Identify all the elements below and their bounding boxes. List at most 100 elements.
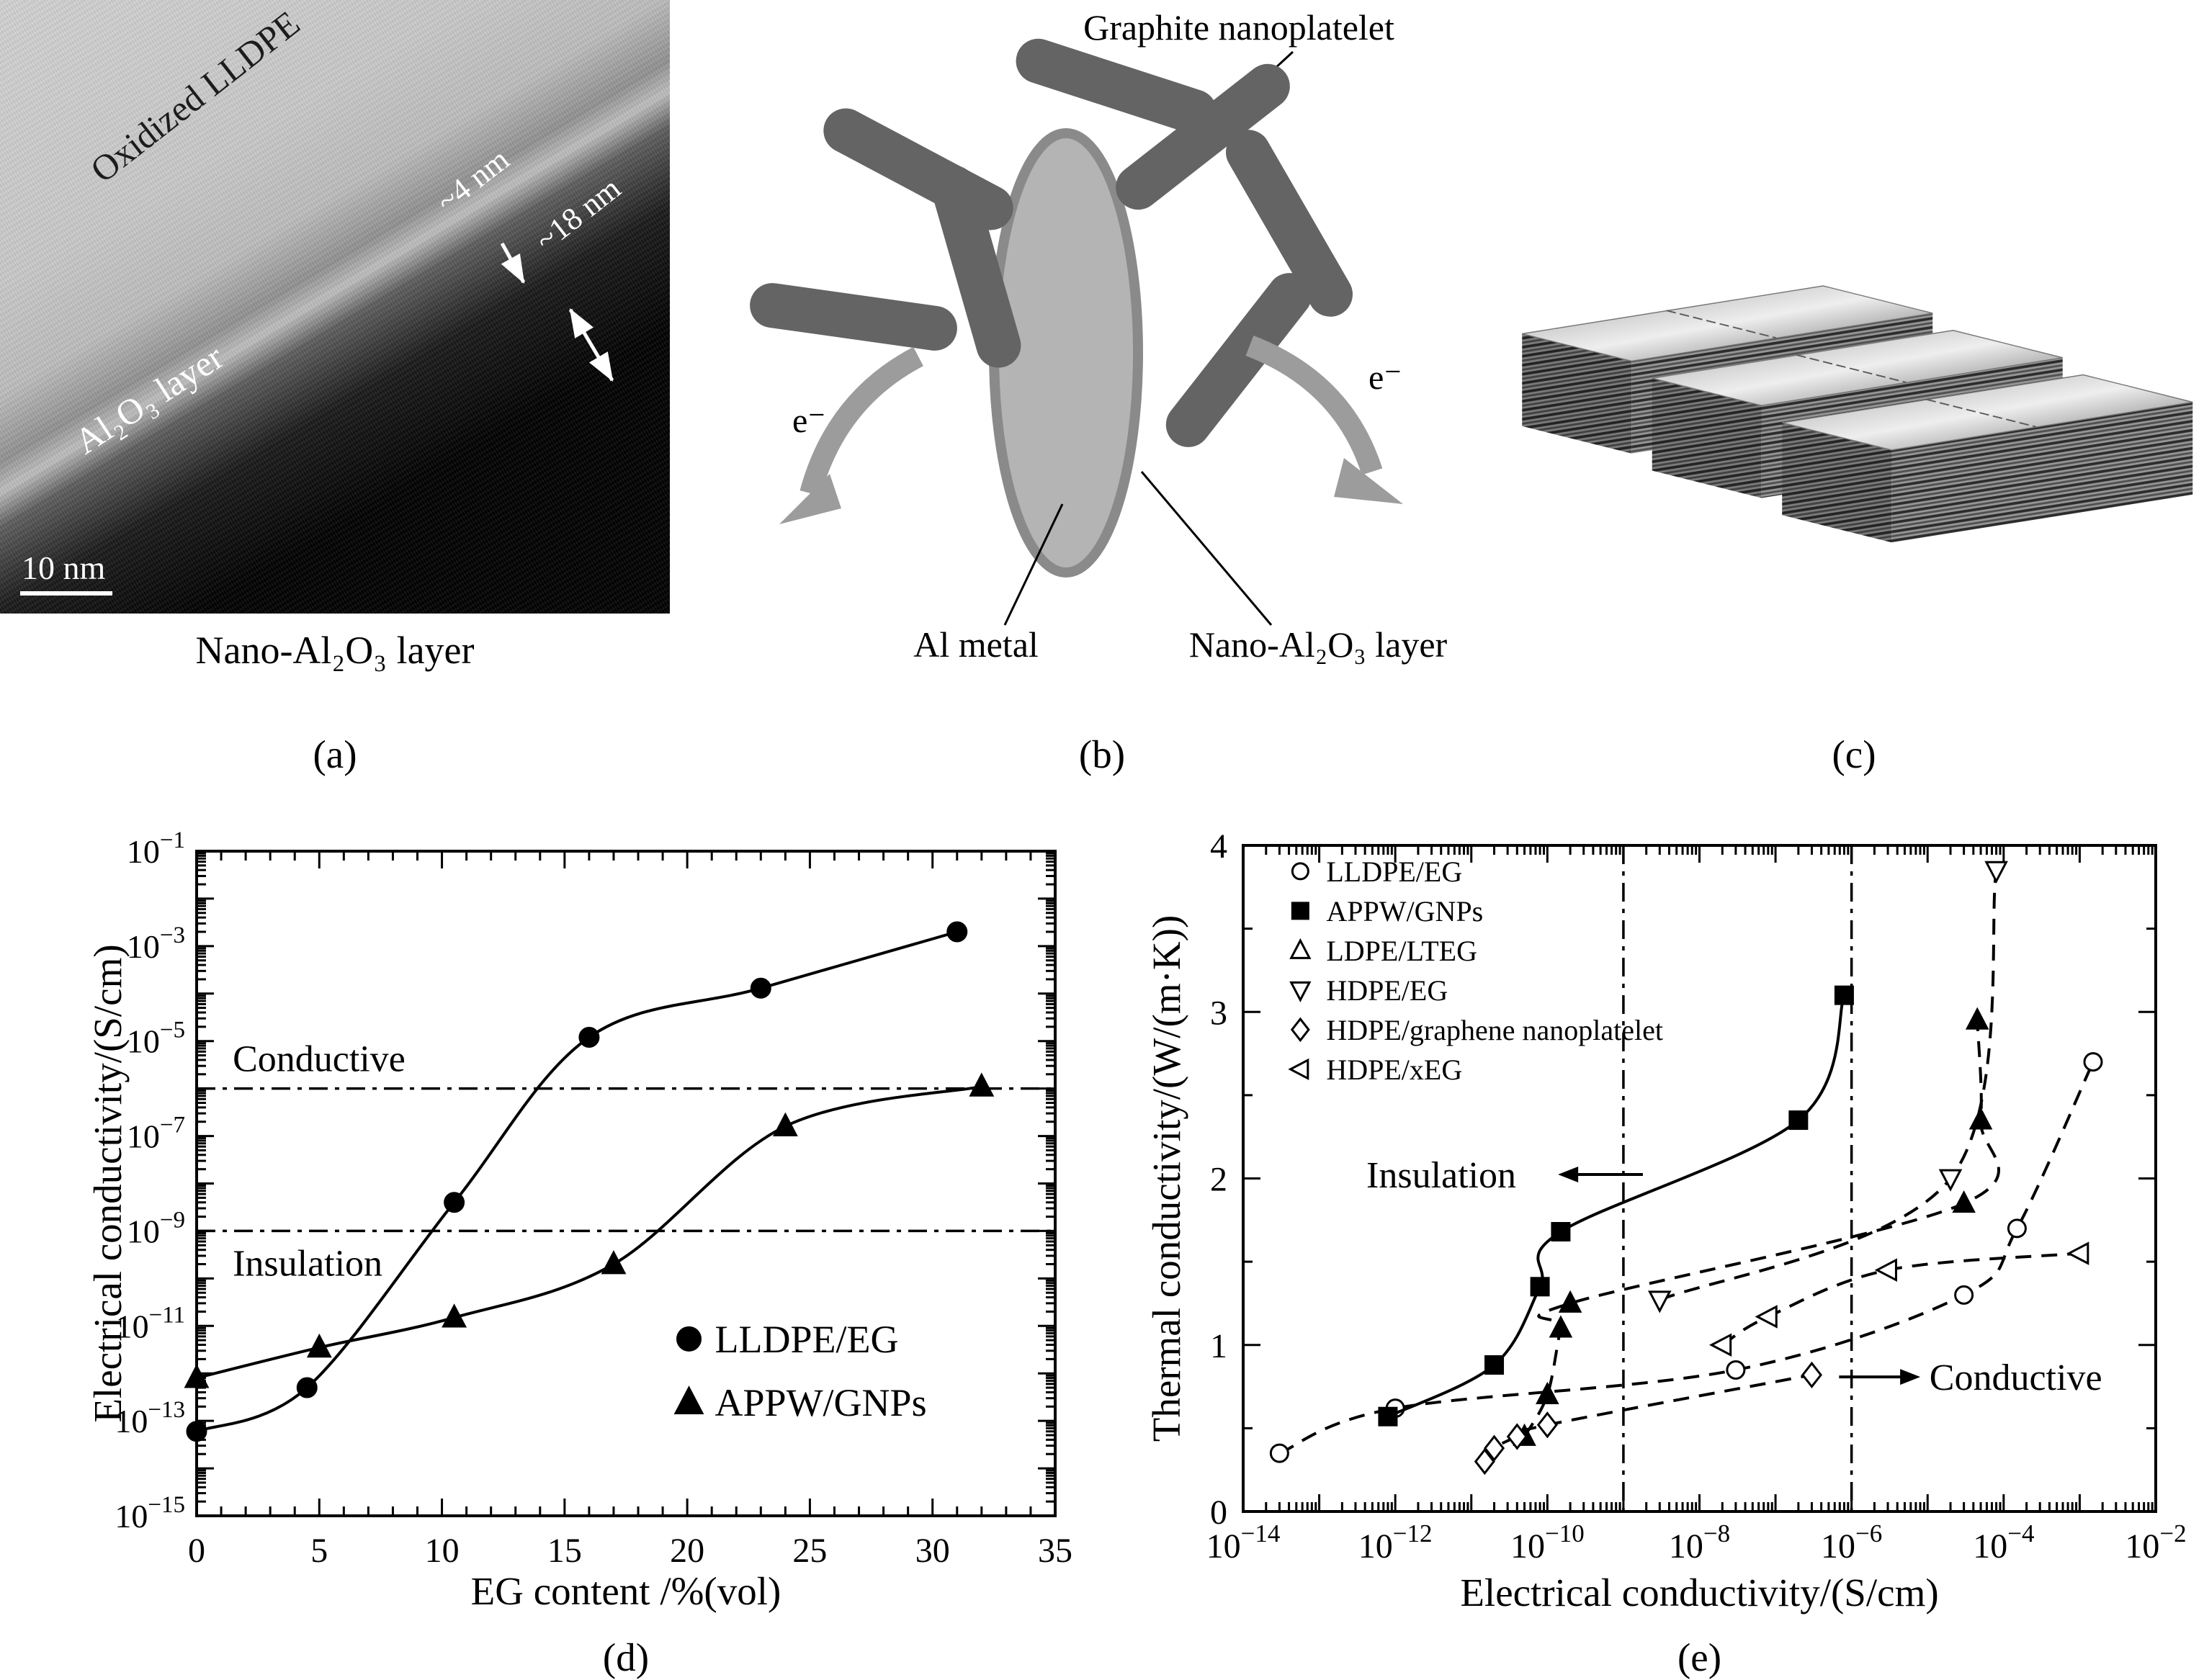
tick-label: 4 — [1210, 828, 1227, 866]
tick-label: 5 — [310, 1532, 328, 1570]
marker-circle — [1291, 862, 1309, 881]
region-label: Conductive — [233, 1039, 406, 1080]
tick-label: 3 — [1210, 994, 1227, 1032]
tick-label: 10−3 — [127, 922, 185, 965]
tick-label: 35 — [1038, 1532, 1072, 1570]
marker-triangle-up — [1536, 1381, 1559, 1405]
legend: LLDPE/EG APPW/GNPs — [673, 1318, 927, 1424]
tick-label: 10−4 — [1973, 1519, 2034, 1566]
label-graphite-nanoplatelet: Graphite nanoplatelet — [1083, 7, 1394, 48]
series-ldpe-lteg — [1513, 1007, 2000, 1446]
tick-label: 10−2 — [2125, 1519, 2186, 1566]
arrowhead-right — [1334, 458, 1403, 504]
marker-circle — [296, 1377, 318, 1398]
pointer-line-nano-al2o3 — [1140, 471, 1273, 626]
tick-label: 10−7 — [127, 1113, 185, 1155]
legend-label: HDPE/EG — [1326, 974, 1448, 1007]
marker-triangle-down — [1938, 1169, 1963, 1192]
marker-triangle-left — [1288, 1058, 1309, 1081]
tick-label: 10−13 — [115, 1397, 185, 1439]
label-nano-al2o3-layer: Nano-Al₂O₃ layer — [1189, 624, 1448, 665]
axes: 10−14 10−12 10−10 10−8 10−6 10−4 10−2 0 1 2 3 4 — [1206, 828, 2187, 1566]
annotations: Insulation Conductive — [1366, 1155, 2102, 1398]
stack-3 — [1782, 374, 2193, 543]
marker-square — [1484, 1355, 1505, 1375]
arrow-4nm — [500, 242, 526, 284]
tick-label: 10−8 — [1669, 1519, 1730, 1566]
tick-label: 10−12 — [1358, 1519, 1433, 1566]
marker-triangle-up — [601, 1250, 627, 1275]
tick-label: 0 — [1210, 1493, 1227, 1532]
marker-circle — [578, 1026, 600, 1048]
chart-e: 10−14 10−12 10−10 10−8 10−6 10−4 10−2 0 1 2 3 4 LLDP… — [1144, 828, 2187, 1679]
panel-c-photo — [1522, 285, 2193, 543]
marker-diamond — [1484, 1434, 1505, 1462]
marker-circle — [946, 921, 968, 943]
platelet — [1116, 63, 1290, 210]
tick-label: 15 — [547, 1532, 582, 1570]
electron-arrow-right — [1245, 336, 1403, 504]
platelet — [823, 108, 1013, 230]
series-hdpe-eg — [1648, 861, 2008, 1313]
marker-circle — [676, 1326, 702, 1352]
tick-label: 0 — [188, 1532, 205, 1570]
marker-triangle-up — [306, 1333, 332, 1358]
legend-label: APPW/GNPs — [715, 1381, 927, 1424]
pointer-line-al-metal — [1003, 503, 1064, 626]
marker-triangle-up — [1549, 1315, 1573, 1338]
marker-circle — [2007, 1218, 2027, 1239]
marker-triangle-up — [772, 1112, 798, 1136]
tick-label: 25 — [792, 1532, 827, 1570]
marker-circle — [2083, 1052, 2103, 1072]
region-label: Insulation — [233, 1243, 382, 1284]
chart-d: 0 5 10 15 20 25 30 35 10−15 10−13 10−11 10−9 10−7 10−… — [86, 828, 1072, 1679]
marker-triangle-up — [184, 1364, 210, 1388]
scale-bar-label: 10 nm — [20, 549, 113, 596]
marker-circle — [1954, 1285, 1974, 1305]
marker-triangle-down — [1289, 981, 1312, 1002]
series-appw-gnps — [184, 1072, 995, 1388]
y-axis-label: Electrical conductivity/(S/cm) — [86, 944, 130, 1422]
marker-circle — [1726, 1360, 1746, 1380]
marker-triangle-left — [1709, 1333, 1732, 1357]
series-hdpe-graphene-nanoplatelet — [1474, 1361, 1822, 1475]
panel-a-caption: Nano-Al₂O₃ layer — [195, 629, 475, 672]
annotation-label: Conductive — [1930, 1357, 2102, 1398]
panel-c-tag: (c) — [1832, 732, 1876, 776]
marker-circle — [750, 977, 771, 999]
marker-triangle-up — [1968, 1107, 1993, 1130]
marker-triangle-down — [1984, 861, 2008, 884]
marker-square — [1378, 1406, 1398, 1427]
marker-triangle-up — [969, 1072, 995, 1097]
marker-square — [1291, 902, 1309, 920]
marker-circle — [186, 1421, 207, 1442]
tick-label: 30 — [915, 1532, 950, 1570]
tick-label: 10−10 — [1510, 1519, 1585, 1566]
chart-e-thermal-vs-electrical: 10−14 10−12 10−10 10−8 10−6 10−4 10−2 0 1 2 3 4 LLDP… — [1144, 828, 2187, 1679]
reference-lines: Conductive Insulation — [197, 1039, 1055, 1284]
x-axis-label: EG content /%(vol) — [471, 1569, 781, 1613]
legend-label: APPW/GNPs — [1326, 895, 1483, 927]
series-lldpe-eg — [186, 921, 968, 1442]
panel-a-tem-micrograph: Oxidized LLDPE ~4 nm ~18 nm Al₂O₃ layer … — [0, 0, 670, 614]
panel-tag: (e) — [1677, 1635, 1721, 1679]
platelet — [1226, 130, 1353, 317]
chart-d-electrical-conductivity: 0 5 10 15 20 25 30 35 10−15 10−13 10−11 10−9 10−7 10−… — [86, 828, 1072, 1679]
marker-circle — [444, 1192, 465, 1213]
y-axis-label: Thermal conductivity/(W/(m·K)) — [1144, 915, 1188, 1442]
marker-diamond — [1536, 1411, 1558, 1439]
tick-label: 2 — [1210, 1161, 1227, 1199]
tick-label: 1 — [1210, 1327, 1227, 1365]
marker-square — [1530, 1277, 1550, 1297]
tick-label: 10−9 — [127, 1207, 185, 1249]
tick-label: 20 — [670, 1532, 704, 1570]
marker-circle — [1269, 1443, 1289, 1463]
reference-lines — [1622, 845, 1853, 1511]
panel-b-tag: (b) — [1078, 732, 1126, 776]
platelet — [1165, 273, 1312, 447]
marker-triangle-left — [2066, 1241, 2089, 1265]
marker-diamond — [1801, 1361, 1822, 1389]
marker-triangle-down — [1648, 1290, 1672, 1313]
tick-label: 10 — [425, 1532, 460, 1570]
arrow-18nm-double — [568, 307, 614, 382]
